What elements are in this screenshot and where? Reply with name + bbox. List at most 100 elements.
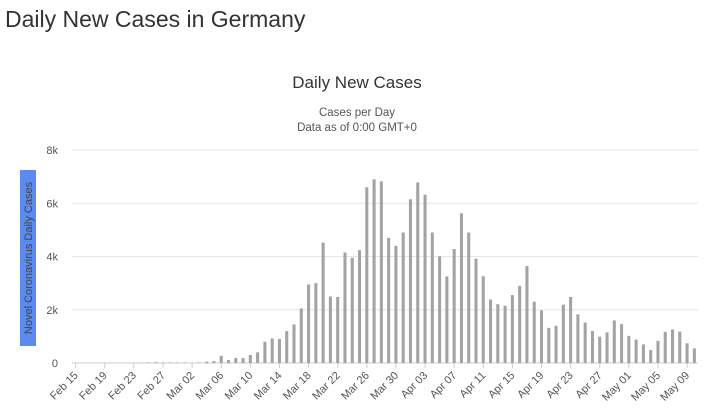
x-tick-label: Mar 06	[194, 370, 227, 403]
bar	[583, 322, 587, 363]
y-axis-ticks: 0 2k 4k 6k 8k	[46, 145, 58, 370]
x-tick-label: Feb 27	[135, 370, 168, 403]
chart-subtitle-line1: Cases per Day	[319, 107, 395, 119]
x-tick-label: Apr 03	[399, 370, 430, 401]
bar	[387, 237, 391, 363]
bar	[590, 331, 594, 363]
bar	[146, 362, 150, 363]
y-tick-label: 4k	[46, 252, 58, 264]
bar	[656, 340, 660, 363]
x-tick-label: Apr 19	[515, 370, 546, 401]
x-tick-label: May 09	[658, 370, 692, 404]
x-tick-label: Mar 18	[281, 370, 314, 403]
bar	[539, 310, 544, 363]
x-tick-label: Apr 23	[544, 370, 575, 401]
bar	[176, 362, 180, 363]
bar	[343, 252, 347, 363]
bar	[336, 296, 340, 363]
bar	[212, 361, 216, 363]
bar	[605, 332, 609, 363]
bar	[459, 213, 463, 363]
bar	[430, 232, 434, 363]
bar	[525, 266, 529, 363]
x-tick-label: Apr 07	[428, 370, 459, 401]
bar	[161, 362, 165, 363]
bar	[576, 314, 580, 363]
bar	[627, 335, 631, 363]
bar	[634, 339, 638, 363]
y-axis-title-text: Novel Coronavirus Daily Cases	[23, 181, 35, 334]
bar	[321, 242, 325, 363]
bar	[510, 295, 514, 363]
bar	[350, 257, 354, 363]
bar	[168, 362, 172, 363]
bar	[620, 324, 624, 363]
bar	[263, 341, 267, 363]
x-tick-label: Mar 14	[252, 370, 285, 403]
bar	[467, 232, 471, 363]
bar	[612, 320, 616, 363]
bar	[270, 338, 274, 363]
bar	[692, 348, 696, 363]
bar	[489, 299, 493, 363]
bar	[328, 296, 332, 363]
bar	[408, 199, 413, 363]
bar	[292, 324, 296, 363]
bar	[365, 187, 369, 363]
bar	[561, 304, 565, 363]
y-tick-label: 8k	[46, 145, 58, 157]
bar	[423, 194, 427, 363]
bar	[474, 258, 478, 363]
x-tick-label: Mar 02	[165, 370, 198, 403]
page-title: Daily New Cases in Germany	[5, 6, 306, 32]
bar	[678, 331, 682, 363]
x-tick-label: Mar 30	[368, 370, 401, 403]
bar	[598, 336, 602, 363]
bar	[357, 250, 362, 363]
bar	[438, 256, 442, 363]
bar	[663, 331, 667, 363]
x-tick-label: Mar 26	[339, 370, 372, 403]
bar	[379, 181, 383, 363]
bar	[154, 362, 158, 363]
bar	[496, 304, 500, 363]
bar	[670, 329, 675, 363]
bar	[372, 179, 376, 363]
bar	[248, 355, 252, 363]
x-tick-label: Apr 11	[458, 370, 489, 401]
bar	[649, 349, 653, 363]
bar	[503, 305, 507, 363]
bar	[445, 276, 449, 363]
bar	[285, 331, 289, 363]
bar	[547, 327, 551, 363]
bar	[394, 245, 398, 363]
bar	[277, 339, 281, 363]
bar	[307, 284, 311, 363]
bar	[518, 285, 522, 363]
bar-series	[139, 179, 696, 363]
bar	[641, 344, 645, 363]
y-tick-label: 2k	[46, 305, 58, 317]
bar	[205, 361, 209, 363]
x-tick-label: Mar 10	[223, 370, 256, 403]
bar	[401, 232, 405, 363]
y-axis-title: Novel Coronavirus Daily Cases	[20, 170, 36, 346]
bar	[416, 182, 420, 363]
bar	[481, 276, 485, 363]
bar	[197, 362, 201, 363]
bar	[226, 360, 231, 363]
bar	[532, 301, 536, 363]
x-tick-label: May 01	[600, 370, 634, 404]
chart-title: Daily New Cases	[292, 73, 421, 92]
bar	[569, 296, 573, 363]
y-tick-label: 0	[52, 358, 58, 370]
x-tick-label: Mar 22	[310, 370, 343, 403]
y-axis-title-background	[20, 170, 36, 346]
bar	[554, 325, 558, 363]
x-tick-label: May 05	[629, 370, 663, 404]
x-tick-label: Feb 23	[106, 370, 139, 403]
x-tick-label: Feb 19	[77, 370, 110, 403]
bar	[314, 283, 318, 363]
grid-lines	[72, 149, 698, 364]
